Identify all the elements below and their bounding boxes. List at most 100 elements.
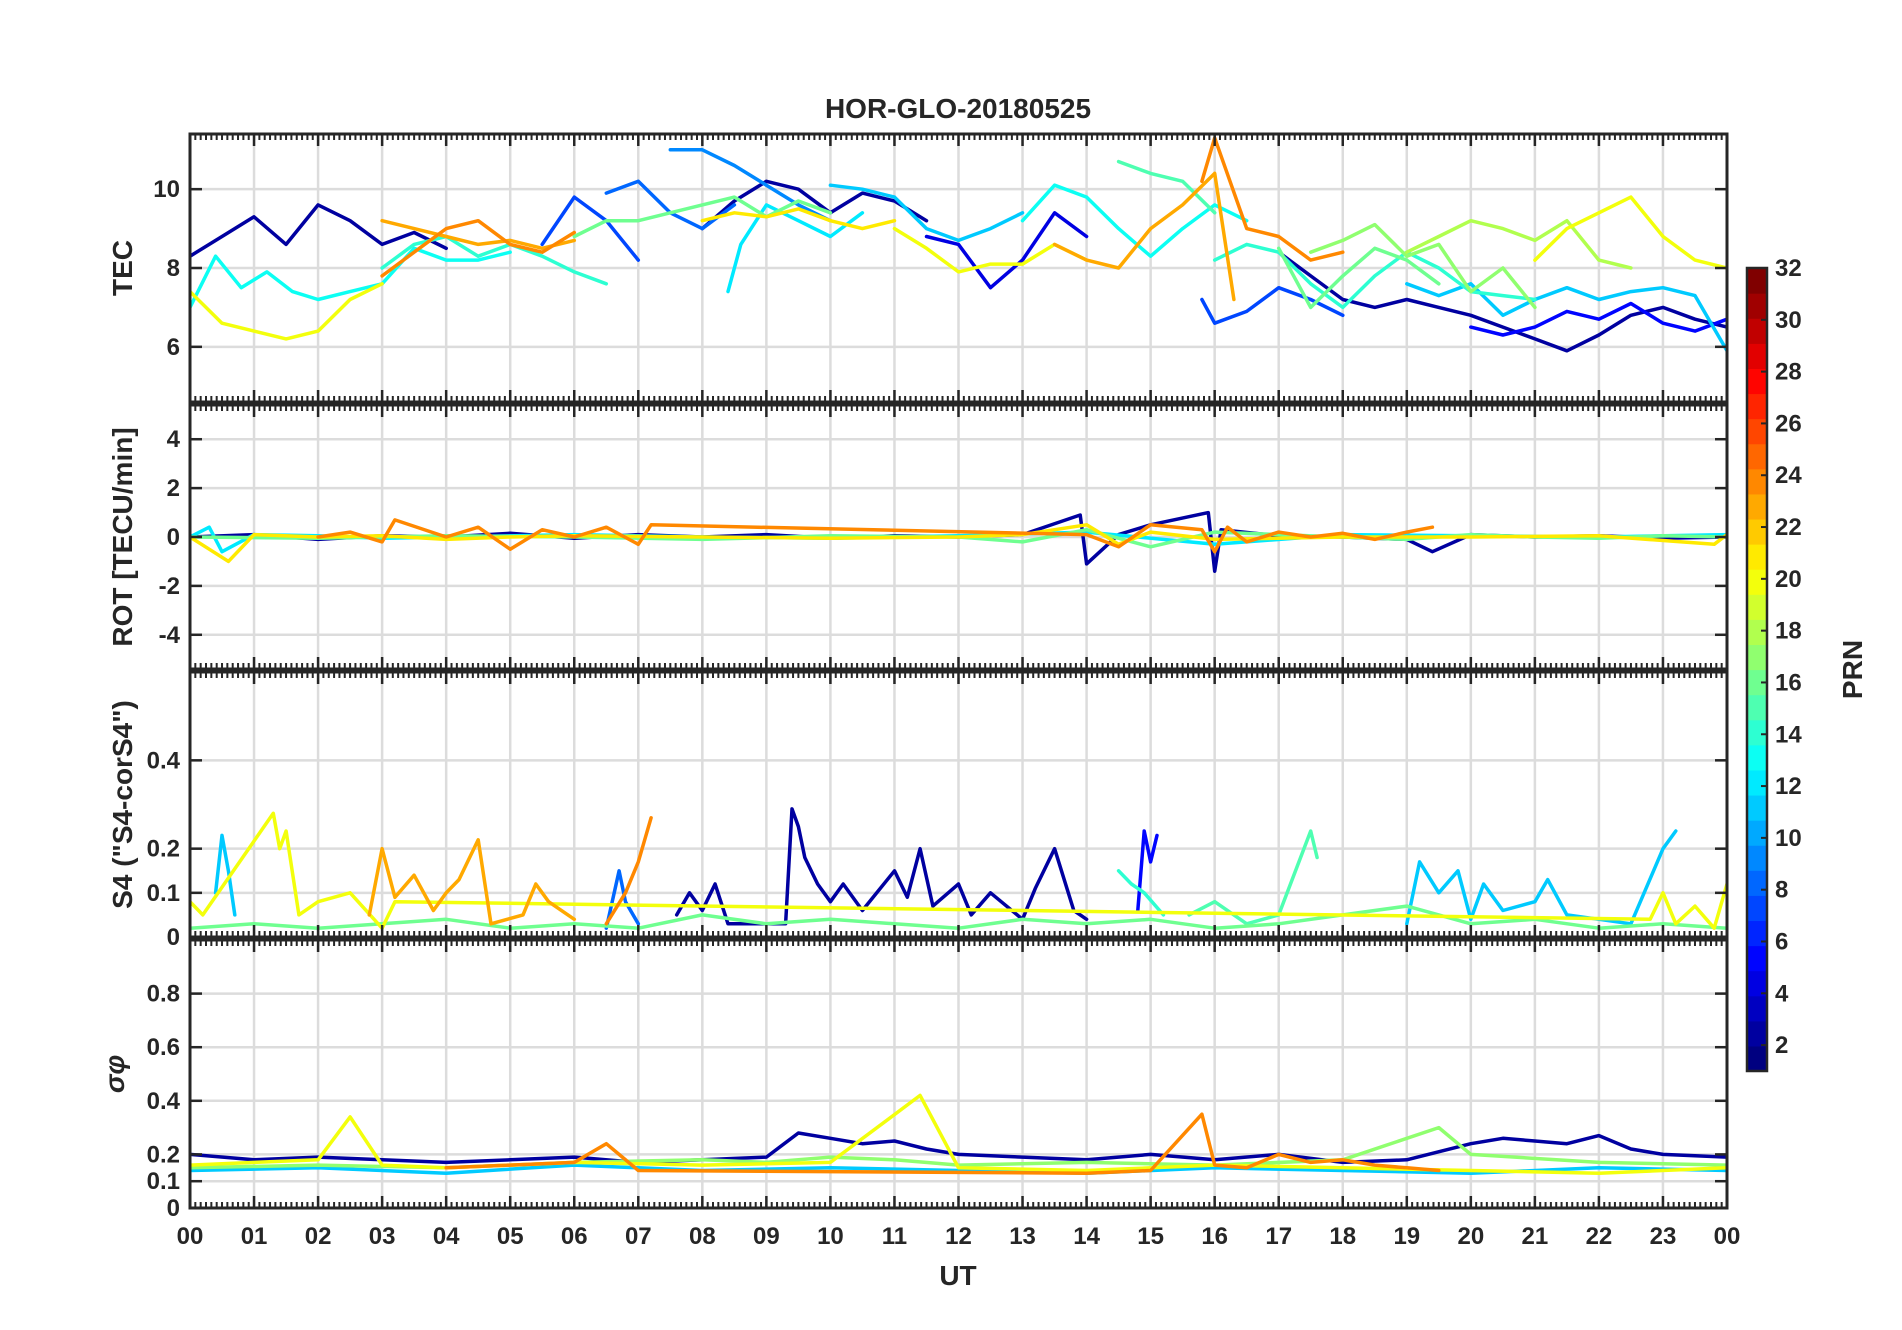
x-tick-label: 00 [177,1223,204,1250]
colorbar-segment [1747,1045,1767,1072]
series-line-prn-2 [1276,250,1727,353]
colorbar-segment [1747,1020,1767,1047]
colorbar-segment [1747,744,1767,771]
series-line-prn-11 [1405,829,1678,926]
series-line-prn-2 [190,203,448,258]
series-line-prn-21 [700,207,897,231]
y-tick-label: -2 [159,573,180,600]
x-tick-label: 19 [1393,1223,1420,1250]
minor-ticks [189,940,1728,1208]
series-line-prn-20 [190,282,384,341]
series-line-prn-18 [1405,218,1633,270]
x-tick-label: 03 [369,1223,396,1250]
colorbar-tick-label: 8 [1775,877,1788,904]
y-axis-label: σφ [99,1055,130,1093]
series-line-prn-14 [1212,242,1537,310]
x-tick-label: 13 [1009,1223,1036,1250]
colorbar-tick-label: 10 [1775,825,1802,852]
series-line-prn-11 [213,833,237,917]
y-tick-label: 4 [167,426,181,453]
colorbar-segment [1747,845,1767,871]
colorbar-segment [1747,343,1767,369]
series-line-prn-20 [190,811,1727,930]
series-line-prn-23 [367,838,577,926]
colorbar-tick-label: 6 [1775,928,1788,955]
colorbar-tick-label: 20 [1775,566,1802,593]
panel-1: 6 8 10 TEC [107,132,1729,404]
panel-4: 00.10.2 0.4 0.6 0.8 σφ 00 01 02 03 04 05 06 07 08 09 10… [99,938,1740,1250]
series-group [190,510,1727,573]
series-line-prn-24 [1200,136,1345,262]
y-tick-label: 0 [167,924,180,951]
series-line-prn-24 [444,1112,1441,1175]
series-line-prn-17 [1308,222,1537,310]
colorbar-segment [1747,594,1767,620]
series-line-prn-2 [190,1131,1727,1165]
y-tick-label: 6 [167,334,180,361]
colorbar-segment [1747,418,1767,445]
colorbar-tick-label: 28 [1775,359,1802,386]
x-tick-label: 18 [1329,1223,1356,1250]
series-line-prn-11 [190,1163,1727,1175]
x-tick-label: 14 [1073,1223,1100,1250]
series-line-prn-24 [316,518,1435,554]
y-tick-label: 0.1 [147,1168,180,1195]
colorbar-segment [1747,368,1767,395]
colorbar-tick-label: 26 [1775,410,1802,437]
colorbar-tick-label: 24 [1775,462,1802,489]
y-tick-label: 0 [167,1195,180,1222]
series-line-prn-9 [668,148,833,223]
y-tick-label: 0.8 [147,981,180,1008]
series-line-prn-11 [1405,282,1727,353]
x-tick-label: 07 [625,1223,652,1250]
x-tick-label: 06 [561,1223,588,1250]
series-line-prn-20 [190,1093,1727,1175]
x-tick-label: 09 [753,1223,780,1250]
colorbar-segment [1747,945,1767,972]
series-line-prn-11 [828,183,1025,243]
colorbar-segment [1747,468,1767,495]
series-line-prn-24 [604,816,653,926]
series-line-prn-5 [1469,301,1727,337]
chart-title: HOR-GLO-20180525 [825,93,1091,124]
y-tick-label: 0.4 [147,747,181,774]
series-line-prn-24 [380,218,577,278]
colorbar-segment [1747,544,1767,570]
series-line-prn-8 [604,869,641,930]
y-tick-label: 0.4 [147,1088,181,1115]
colorbar-segment [1747,569,1767,595]
series-line-prn-13 [190,246,512,310]
series-group [190,1093,1727,1175]
colorbar-tick-label: 22 [1775,514,1802,541]
colorbar-segment [1747,293,1767,319]
series-group [190,136,1727,353]
colorbar-segment [1747,769,1767,796]
series-line-prn-14 [1116,869,1166,917]
colorbar-segment [1747,393,1767,420]
y-axis-label: TEC [107,240,138,296]
colorbar-segment [1747,268,1767,294]
y-tick-label: 8 [167,255,180,282]
colorbar-segment [1747,443,1767,470]
series-line-prn-2 [700,179,929,231]
x-tick-label: 02 [305,1223,332,1250]
colorbar-tick-label: 32 [1775,255,1802,282]
series-line-prn-15 [1187,829,1319,926]
colorbar-tick-label: 12 [1775,773,1802,800]
x-tick-label: 08 [689,1223,716,1250]
series-line-prn-16 [572,195,833,239]
colorbar-segment [1747,995,1767,1022]
colorbar-segment [1747,719,1767,746]
y-tick-label: 0 [167,524,180,551]
x-tick-label: 05 [497,1223,524,1250]
colorbar-tick-label: 14 [1775,721,1802,748]
series-line-prn-5 [1136,829,1159,913]
x-tick-label: 21 [1522,1223,1549,1250]
x-tick-label: 22 [1586,1223,1613,1250]
x-tick-label: 15 [1137,1223,1164,1250]
colorbar-segment [1747,619,1767,646]
y-tick-label: 0.1 [147,880,180,907]
